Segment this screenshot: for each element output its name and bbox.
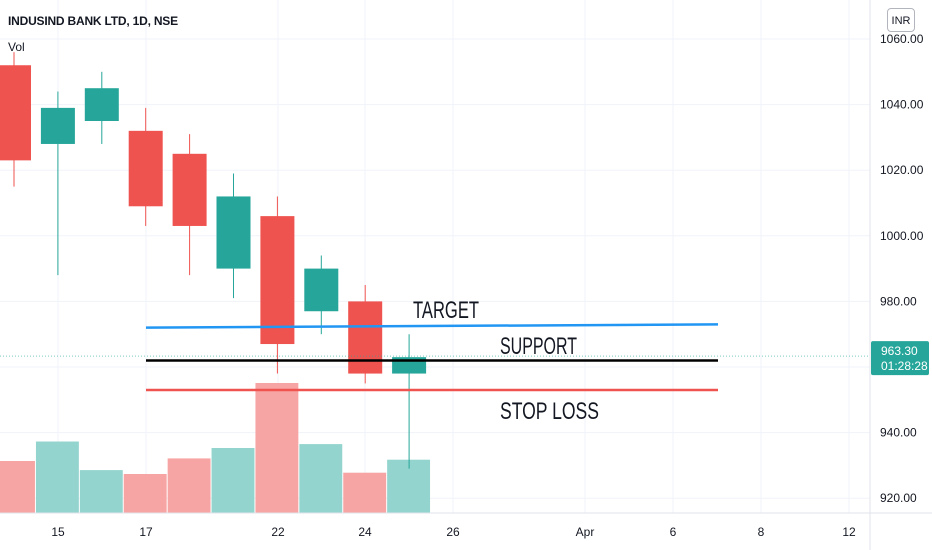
candle-body: [348, 301, 383, 374]
symbol-title: INDUSIND BANK LTD, 1D, NSE: [8, 14, 178, 28]
price-tick-label: 1040.00: [880, 98, 924, 112]
annotation-labels: TARGET SUPPORT STOP LOSS: [413, 297, 599, 425]
volume-bar: [123, 474, 167, 513]
time-tick-label: 24: [358, 525, 372, 539]
time-tick-label: 17: [139, 525, 153, 539]
price-axis[interactable]: 920.00940.00960.00980.001000.001020.0010…: [869, 0, 924, 550]
candle-body: [172, 153, 207, 226]
candle-body: [304, 268, 339, 312]
volume-bar: [255, 383, 299, 513]
time-tick-label: 15: [51, 525, 65, 539]
candle-body: [260, 216, 295, 345]
time-tick-label: 8: [758, 525, 765, 539]
time-axis[interactable]: 15 17 22 24 26 Apr 6 8 12: [0, 512, 932, 539]
support-label: SUPPORT: [500, 333, 577, 360]
time-tick-label: 6: [670, 525, 677, 539]
candle-body: [0, 65, 31, 161]
volume-indicator-label[interactable]: Vol: [8, 40, 25, 54]
price-tick-label: 1060.00: [880, 32, 924, 46]
target-line: [145, 323, 719, 329]
annotation-lines: [145, 323, 719, 392]
candlesticks: [0, 52, 427, 469]
volume-bar: [167, 458, 211, 513]
volume-bar: [387, 459, 431, 513]
volume-bars: [0, 383, 431, 513]
price-tick-label: 1000.00: [880, 229, 924, 243]
time-tick-label: 26: [446, 525, 460, 539]
last-price-value: 963.30: [881, 344, 918, 358]
volume-bar: [211, 448, 255, 513]
candle-body: [40, 107, 75, 144]
bar-countdown: 01:28:28: [881, 359, 928, 373]
volume-bar: [343, 472, 387, 513]
price-tick-label: 1020.00: [880, 163, 924, 177]
volume-bar: [35, 441, 79, 513]
target-label: TARGET: [413, 297, 479, 324]
volume-bar: [79, 470, 123, 513]
price-tick-label: 980.00: [880, 294, 917, 308]
candle-body: [128, 130, 163, 207]
currency-button[interactable]: INR: [887, 8, 915, 32]
grid-lines: [0, 0, 870, 513]
time-tick-label: 22: [271, 525, 285, 539]
stop-loss-label: STOP LOSS: [500, 398, 599, 425]
last-price-box: [871, 341, 929, 376]
time-tick-label: 12: [842, 525, 856, 539]
candle-body: [216, 196, 251, 269]
time-tick-label: Apr: [576, 525, 595, 539]
price-tick-label: 920.00: [880, 491, 917, 505]
volume-bar: [0, 461, 35, 513]
candle-body: [84, 88, 119, 121]
volume-bar: [299, 444, 343, 513]
price-tick-label: 940.00: [880, 426, 917, 440]
